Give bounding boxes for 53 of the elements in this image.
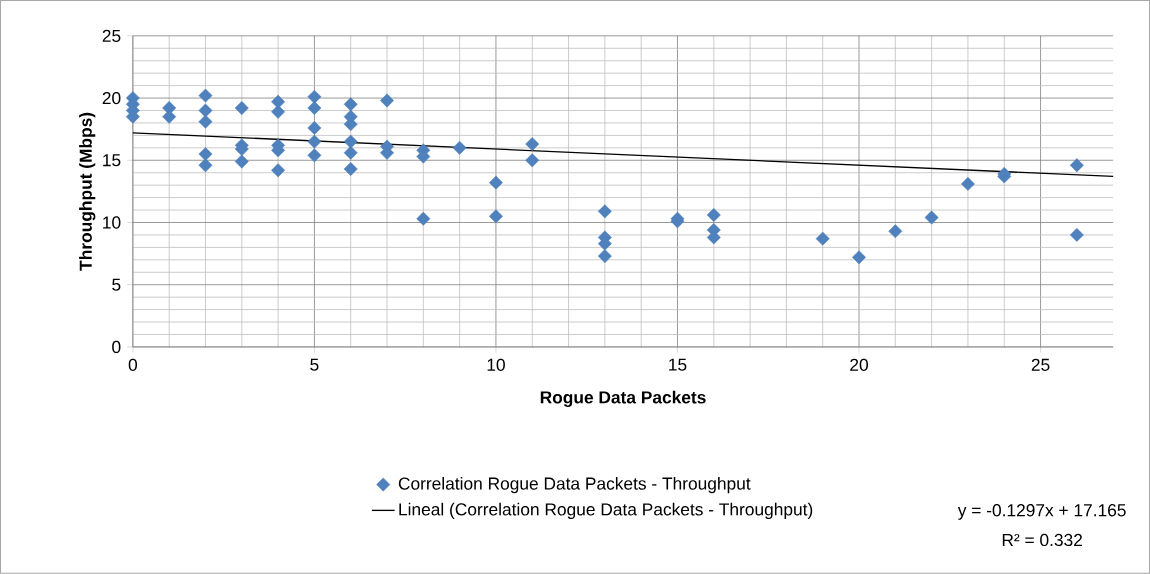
point [198, 88, 213, 103]
y-tick-label: 5 [112, 278, 121, 291]
text: y = -0.1297x + 17.165 [957, 504, 1126, 520]
point [198, 103, 213, 118]
point [924, 210, 939, 225]
point [198, 147, 213, 162]
legend-label: Correlation Rogue Data Packets - Throughput [398, 477, 751, 494]
point [489, 209, 503, 224]
point [380, 93, 394, 108]
point [343, 134, 358, 149]
text: R² = 0.332 [1002, 533, 1082, 547]
x-tick-label: 10 [487, 358, 505, 372]
point [489, 175, 503, 190]
x-tick-label: 20 [850, 358, 868, 372]
point [271, 163, 286, 178]
point [452, 140, 467, 155]
point [307, 148, 322, 163]
y-tick-label: 15 [103, 154, 121, 167]
point [198, 158, 213, 173]
point [234, 101, 249, 116]
x-tick-label: 15 [669, 358, 687, 371]
point [525, 153, 540, 168]
x-tick-label: 5 [310, 358, 319, 371]
point [416, 211, 431, 226]
point [597, 249, 612, 264]
y-tick-label: 10 [103, 216, 121, 229]
x-tick-label: 0 [128, 358, 138, 372]
point [852, 250, 866, 265]
point [307, 101, 322, 116]
point [1069, 228, 1084, 242]
point [271, 104, 286, 119]
point [307, 134, 322, 149]
point [525, 137, 540, 152]
point [888, 224, 903, 239]
x-tick-label: 25 [1031, 358, 1050, 372]
y-tick-label: 20 [102, 91, 121, 105]
x-axis-title: Rogue Data Packets [540, 390, 706, 408]
point [198, 114, 213, 129]
point [343, 145, 358, 160]
point [706, 208, 721, 223]
point [815, 231, 830, 246]
y-tick-label: 25 [102, 29, 121, 43]
y-axis-title: Throughput (Mbps) [79, 112, 96, 271]
legend-label: Lineal (Correlation Rogue Data Packets - Throughput) [399, 502, 813, 520]
point [343, 162, 358, 176]
point [307, 89, 322, 104]
point [961, 177, 975, 191]
point [234, 154, 249, 169]
point [343, 97, 358, 112]
point [597, 204, 612, 219]
point [1069, 158, 1084, 173]
y-tick-label: 0 [112, 340, 121, 354]
point [307, 121, 322, 135]
